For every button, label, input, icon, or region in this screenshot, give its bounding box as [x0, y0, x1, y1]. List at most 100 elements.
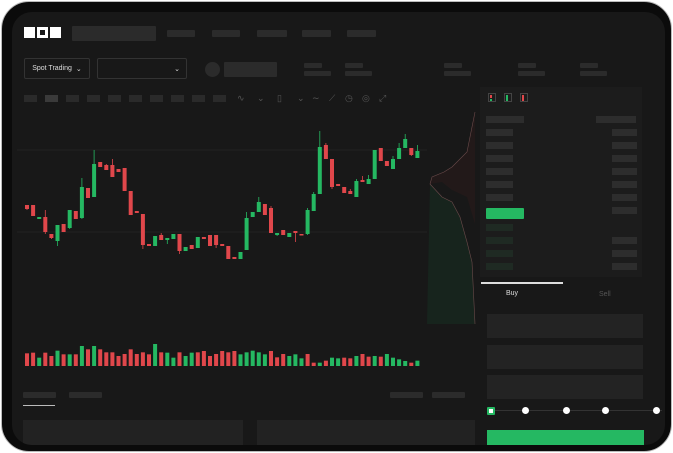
volume-bar	[165, 352, 170, 366]
last-price	[486, 208, 524, 219]
amount-input[interactable]	[487, 345, 643, 369]
timeframe-button[interactable]	[129, 95, 142, 102]
tab-sell[interactable]: Sell	[599, 291, 611, 298]
candlestick-chart[interactable]	[12, 12, 482, 382]
volume-bar	[372, 356, 377, 366]
candle	[43, 217, 48, 232]
bottom-action[interactable]	[432, 392, 465, 398]
slider-step[interactable]	[602, 407, 609, 414]
stat-label	[580, 63, 598, 68]
chart-type-icon[interactable]: ▯	[277, 93, 282, 103]
volume-bar	[183, 356, 188, 366]
timeframe-button[interactable]	[24, 95, 37, 102]
fullscreen-icon[interactable]: ⤢	[379, 93, 387, 103]
volume-bar	[67, 354, 72, 366]
candle	[153, 236, 158, 246]
ask-size	[612, 142, 637, 149]
candle	[116, 169, 121, 172]
market-selector[interactable]: Spot Trading ⌄	[24, 58, 90, 79]
timeframe-button[interactable]	[87, 95, 100, 102]
volume-bar	[323, 360, 328, 366]
volume-bar	[397, 359, 402, 366]
stat-value	[580, 71, 607, 76]
slider-step[interactable]	[522, 407, 529, 414]
orderbook-bids-icon[interactable]	[504, 93, 512, 102]
bottom-action[interactable]	[390, 392, 423, 398]
camera-icon[interactable]: ◷	[345, 93, 353, 103]
timeframe-button[interactable]	[213, 95, 226, 102]
volume-bar	[342, 357, 347, 366]
candle	[409, 148, 414, 155]
candle	[226, 246, 231, 259]
orderbook-asks-icon[interactable]	[520, 93, 528, 102]
candle	[262, 204, 267, 215]
candle	[372, 150, 377, 179]
candle	[238, 252, 243, 259]
candle	[269, 208, 273, 233]
volume-bar	[415, 360, 420, 366]
candle	[86, 188, 90, 198]
bid-price	[486, 224, 513, 231]
line-icon[interactable]: ∼	[312, 93, 320, 103]
nav-item[interactable]	[347, 30, 376, 37]
ruler-icon[interactable]: ⟋	[329, 93, 336, 103]
volume-bar	[98, 349, 103, 366]
buy-button[interactable]	[487, 430, 644, 445]
volume-bar	[159, 352, 164, 366]
indicator-icon[interactable]: ∿	[237, 93, 245, 103]
slider-handle[interactable]	[487, 407, 495, 415]
ask-price	[486, 129, 513, 136]
volume-bar	[269, 351, 273, 366]
candle	[311, 194, 316, 211]
candle	[415, 151, 420, 158]
ask-price	[486, 168, 513, 175]
slider-track[interactable]	[490, 410, 662, 411]
total-input[interactable]	[487, 375, 643, 399]
candle	[293, 231, 298, 233]
volume-bar	[330, 357, 334, 366]
nav-item[interactable]	[167, 30, 195, 37]
candle	[55, 225, 60, 241]
timeframe-button[interactable]	[150, 95, 163, 102]
volume-bar	[55, 350, 60, 366]
timeframe-button[interactable]	[108, 95, 121, 102]
timeframe-button[interactable]	[171, 95, 184, 102]
candle	[360, 180, 365, 182]
ask-price	[486, 155, 513, 162]
candle	[348, 191, 353, 194]
candle	[323, 145, 328, 159]
volume-bar	[305, 354, 310, 366]
timeframe-button[interactable]	[45, 95, 58, 102]
volume-bar	[140, 352, 145, 366]
pair-selector[interactable]: ⌄	[97, 58, 187, 79]
tab-buy[interactable]: Buy	[506, 290, 519, 297]
volume-bar	[384, 354, 389, 366]
ask-size	[612, 155, 637, 162]
candle	[159, 235, 164, 240]
candle	[342, 187, 347, 193]
timeframe-button[interactable]	[192, 95, 205, 102]
nav-item[interactable]	[212, 30, 240, 37]
timeframe-button[interactable]	[66, 95, 79, 102]
candle	[61, 224, 66, 232]
slider-step[interactable]	[563, 407, 570, 414]
tab-open-orders[interactable]	[23, 392, 56, 398]
price-input[interactable]	[487, 314, 643, 338]
settings-icon[interactable]: ◎	[362, 93, 370, 103]
depth-line	[429, 111, 476, 325]
indicator-dropdown-icon[interactable]: ⌄	[257, 93, 265, 103]
volume-bar	[116, 356, 121, 366]
candle	[220, 244, 225, 246]
volume-bar	[275, 357, 280, 366]
slider-step[interactable]	[653, 407, 660, 414]
nav-item[interactable]	[257, 30, 287, 37]
tab-order-history[interactable]	[69, 392, 102, 398]
stat-value	[304, 71, 331, 76]
dropdown-icon[interactable]: ⌄	[297, 93, 305, 103]
bid-size	[612, 250, 637, 257]
search-bar[interactable]	[72, 26, 156, 41]
orderbook-both-icon[interactable]	[488, 93, 496, 102]
nav-item[interactable]	[302, 30, 331, 37]
candle	[67, 210, 72, 228]
volume-bar	[214, 354, 219, 366]
